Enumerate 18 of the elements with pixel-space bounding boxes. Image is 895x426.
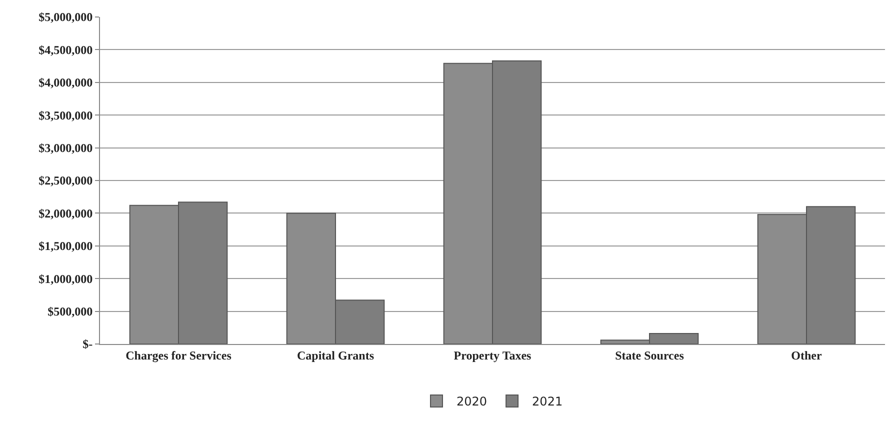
y-tick-label: $- — [82, 337, 93, 352]
x-tick-label: Charges for Services — [126, 348, 232, 362]
y-tick-label: $5,000,000 — [38, 10, 93, 24]
legend-label: 2021 — [532, 394, 563, 409]
x-tick-label: Property Taxes — [454, 348, 532, 362]
y-tick-label: $2,500,000 — [38, 174, 93, 188]
y-tick-label: $500,000 — [48, 304, 93, 318]
y-tick-label: $4,000,000 — [38, 76, 93, 90]
y-tick-label: $1,000,000 — [38, 272, 93, 286]
y-tick-label: $2,000,000 — [38, 206, 93, 220]
legend-label: 2020 — [456, 394, 488, 409]
y-tick-label: $4,500,000 — [38, 42, 93, 57]
y-tick-label: $3,500,000 — [38, 108, 93, 122]
x-tick-label: Other — [791, 348, 822, 362]
y-tick-label: $1,500,000 — [38, 239, 93, 254]
x-tick-label: State Sources — [615, 348, 684, 362]
x-tick-label: Capital Grants — [296, 348, 374, 362]
y-tick-label: $3,000,000 — [38, 141, 93, 155]
